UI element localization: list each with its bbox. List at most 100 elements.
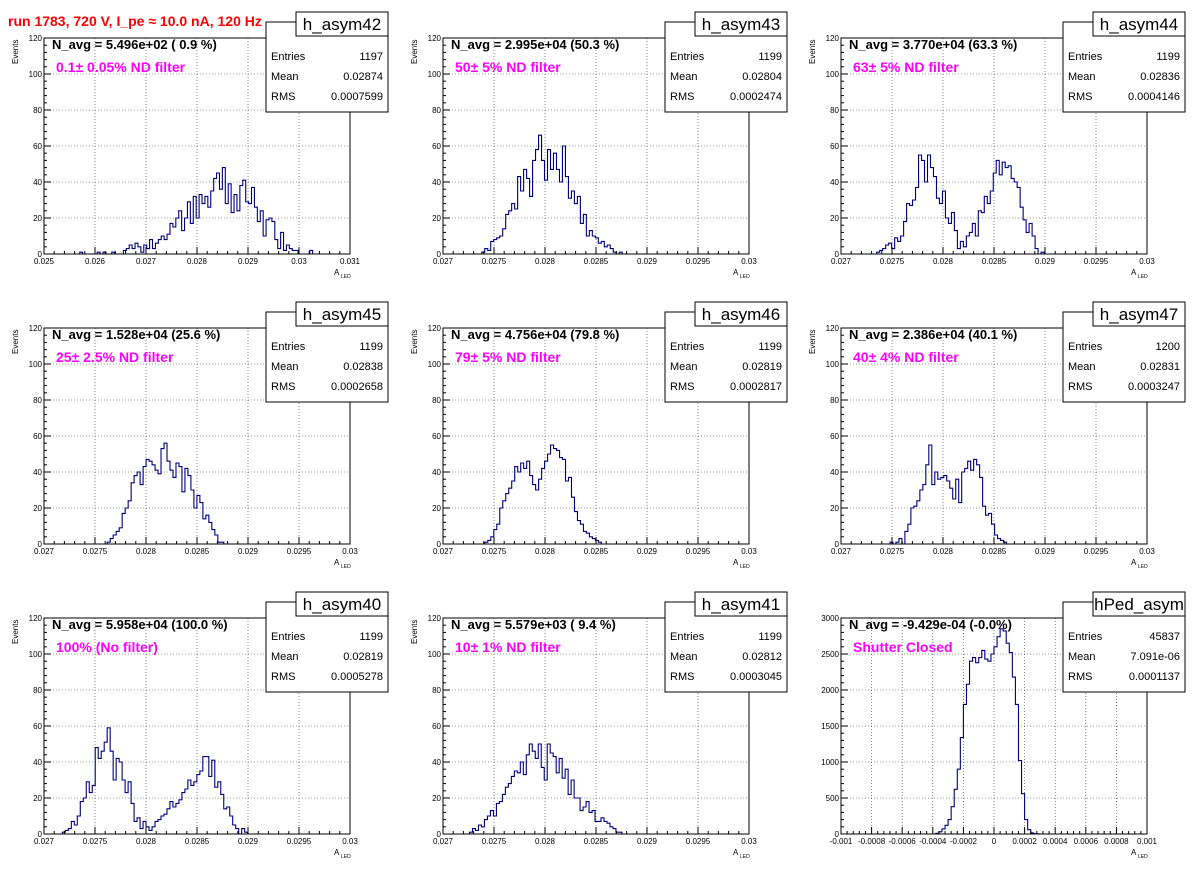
histogram-line	[484, 444, 602, 544]
histogram-panel-h_asym41: 0.027 0.0275 0.028 0.0285 0.029 0.0295 0.03 0 20…	[410, 591, 788, 860]
navg-text: N_avg = 5.958e+04 (100.0 %)	[52, 617, 228, 632]
y-tick-label: 40	[830, 468, 839, 477]
stats-title: h_asym43	[702, 15, 780, 34]
y-tick-label: 80	[33, 106, 42, 115]
y-axis-title: Events	[410, 40, 419, 64]
stats-box	[1062, 601, 1186, 693]
navg-text: N_avg = 1.528e+04 (25.6 %)	[52, 327, 220, 342]
y-tick-label: 20	[33, 794, 42, 803]
y-tick-label: 2500	[821, 650, 839, 659]
x-axis-title: A	[334, 848, 340, 857]
y-tick-label: 40	[830, 178, 839, 187]
stats-value: 0.0001137	[1129, 671, 1180, 683]
y-tick-label: 100	[826, 70, 840, 79]
stats-value: 0.02819	[742, 361, 782, 373]
x-tick-label: 0.028	[136, 837, 157, 846]
x-axis-title-subscript: LED	[1138, 274, 1148, 280]
x-tick-label: 0.0285	[982, 257, 1007, 266]
stats-title-box	[694, 301, 788, 327]
stats-label: Mean	[670, 651, 698, 663]
stats-label: RMS	[1068, 91, 1092, 103]
x-tick-label: 0.03	[342, 837, 358, 846]
x-tick-label: 0.0295	[686, 837, 711, 846]
stats-value: 1199	[758, 631, 782, 643]
stats-value: 0.02812	[742, 651, 782, 663]
x-axis-title: A	[733, 558, 739, 567]
histogram-line	[61, 727, 249, 835]
stats-label: RMS	[1068, 671, 1092, 683]
y-tick-label: 80	[830, 396, 839, 405]
stats-label: RMS	[670, 671, 694, 683]
x-tick-label: 0.027	[136, 257, 157, 266]
x-tick-label: 0.0004	[1043, 837, 1068, 846]
stats-title: h_asym46	[702, 305, 780, 324]
stats-value: 0.0003045	[730, 671, 782, 683]
navg-text: N_avg = 5.579e+03 ( 9.4 %)	[451, 617, 616, 632]
x-tick-label: 0.0006	[1074, 837, 1099, 846]
x-tick-label: -0.001	[830, 837, 853, 846]
y-tick-label: 120	[428, 34, 442, 43]
stats-value: 45837	[1149, 631, 1180, 643]
x-tick-label: 0.0275	[482, 837, 507, 846]
stats-value: 0.02819	[343, 651, 383, 663]
x-axis-title-subscript: LED	[341, 274, 351, 280]
x-tick-label: -0.0004	[919, 837, 947, 846]
stats-value: 1197	[359, 51, 383, 63]
stats-value: 0.02874	[343, 71, 383, 83]
y-tick-label: 0	[835, 250, 840, 259]
x-axis-title-subscript: LED	[740, 564, 750, 570]
stats-box	[664, 311, 788, 403]
navg-text: N_avg = 5.496e+02 ( 0.9 %)	[52, 37, 217, 52]
x-tick-label: 0.027	[433, 547, 454, 556]
histogram-line	[889, 444, 1008, 545]
y-tick-label: 100	[29, 70, 43, 79]
x-tick-label: 0.001	[1137, 837, 1158, 846]
x-tick-label: 0.0275	[482, 257, 507, 266]
y-tick-label: 20	[830, 214, 839, 223]
y-tick-label: 60	[830, 432, 839, 441]
stats-value: 0.0004146	[1128, 91, 1180, 103]
x-tick-label: 0.0275	[880, 257, 905, 266]
x-tick-label: -0.0006	[889, 837, 917, 846]
navg-text: N_avg = 4.756e+04 (79.8 %)	[451, 327, 619, 342]
y-tick-label: 20	[432, 504, 441, 513]
y-tick-label: 0	[38, 540, 43, 549]
histogram-panel-h_asym47: 0.027 0.0275 0.028 0.0285 0.029 0.0295 0.03 0 20…	[808, 301, 1186, 570]
y-tick-label: 0	[437, 830, 442, 839]
filter-label: 50± 5% ND filter	[455, 59, 561, 75]
stats-title-box	[1092, 591, 1186, 617]
x-tick-label: 0.028	[535, 837, 556, 846]
x-tick-label: 0.029	[238, 547, 259, 556]
stats-label: Entries	[670, 51, 705, 63]
histogram-line	[468, 743, 623, 834]
stats-label: RMS	[670, 381, 694, 393]
stats-label: Mean	[271, 71, 299, 83]
y-tick-label: 80	[432, 396, 441, 405]
y-tick-label: 60	[432, 722, 441, 731]
histogram-panel-h_asym43: 0.027 0.0275 0.028 0.0285 0.029 0.0295 0.03 0 20…	[410, 11, 788, 280]
stats-title-box	[694, 11, 788, 37]
x-axis-title-subscript: LED	[341, 854, 351, 860]
y-tick-label: 40	[33, 758, 42, 767]
filter-label: 0.1± 0.05% ND filter	[56, 59, 186, 75]
x-tick-label: 0.028	[187, 257, 208, 266]
y-tick-label: 80	[33, 686, 42, 695]
y-tick-label: 100	[29, 650, 43, 659]
y-axis-title: Events	[410, 330, 419, 354]
x-tick-label: 0.026	[85, 257, 106, 266]
x-tick-label: 0.029	[238, 837, 259, 846]
y-tick-label: 0	[437, 540, 442, 549]
x-axis-title: A	[1131, 558, 1137, 567]
x-tick-label: 0	[992, 837, 997, 846]
x-tick-label: 0.0295	[287, 837, 312, 846]
stats-value: 0.02831	[1140, 361, 1180, 373]
x-tick-label: 0.028	[535, 257, 556, 266]
histogram-line	[935, 628, 1041, 835]
run-title: run 1783, 720 V, I_pe ≈ 10.0 nA, 120 Hz	[8, 13, 262, 29]
y-tick-label: 0	[437, 250, 442, 259]
y-tick-label: 120	[428, 324, 442, 333]
stats-label: Entries	[271, 631, 306, 643]
x-axis-title: A	[733, 848, 739, 857]
y-tick-label: 80	[830, 106, 839, 115]
stats-label: RMS	[271, 381, 295, 393]
